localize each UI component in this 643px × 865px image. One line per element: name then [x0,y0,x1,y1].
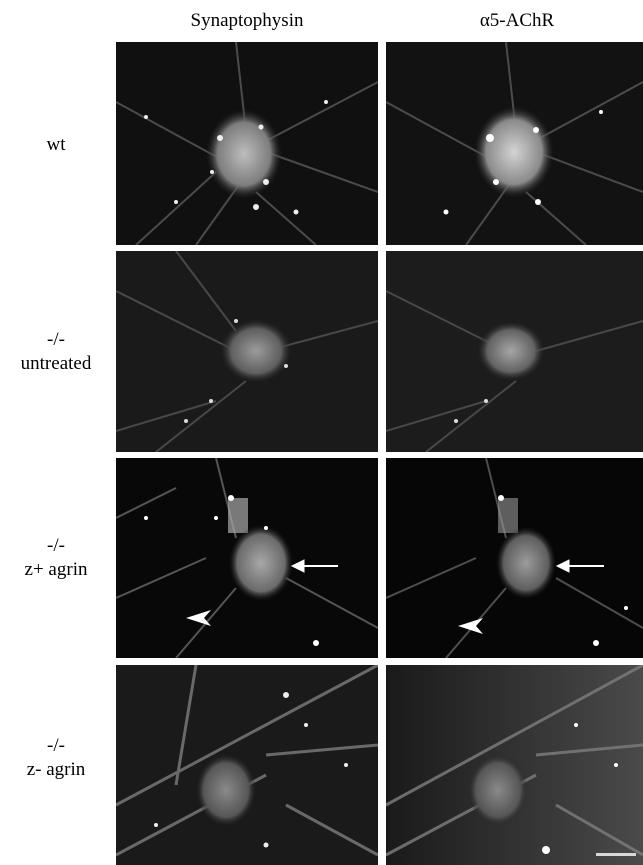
micrograph-z-plus-agrin-a5-achr [386,458,643,658]
micrograph-z-plus-agrin-synaptophysin [116,458,378,658]
scale-bar [596,853,636,856]
column-header-a5-achr: α5-AChR [479,10,555,31]
micrograph-z-minus-agrin-a5-achr [386,665,643,865]
row-label-line2: untreated [20,353,92,374]
row-label-line1: -/- [47,535,65,556]
micrograph-untreated-synaptophysin [116,251,378,452]
row-label-z-minus-agrin: -/- z- agrin [0,734,112,782]
row-label-wt: wt [0,133,112,157]
row-label-line1: wt [46,134,66,155]
micrograph-wt-synaptophysin [116,42,378,245]
arrow-icon [555,559,604,573]
column-header-synaptophysin: Synaptophysin [190,10,304,31]
arrow-icon [290,559,338,573]
row-label-line2: z- agrin [26,759,86,780]
row-label-line2: z+ agrin [24,559,88,580]
arrowhead-icon [186,610,211,626]
micrograph-untreated-a5-achr [386,251,643,452]
micrograph-z-minus-agrin-synaptophysin [116,665,378,865]
row-label-line1: -/- [47,735,65,756]
row-label-z-plus-agrin: -/- z+ agrin [0,534,112,582]
row-label-untreated: -/- untreated [0,328,112,376]
row-label-line1: -/- [47,329,65,350]
micrograph-wt-a5-achr [386,42,643,245]
arrowhead-icon [458,618,483,634]
